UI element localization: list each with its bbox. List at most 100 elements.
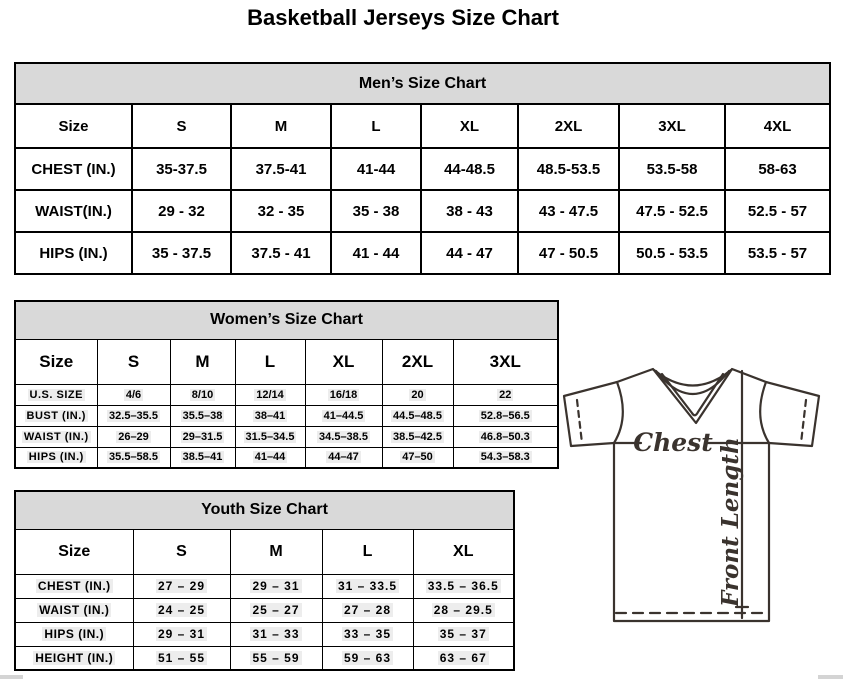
table-row: WAIST (IN.) 26–29 29–31.5 31.5–34.5 34.5–38.…: [14, 425, 559, 448]
table-caption: Women’s Size Chart: [14, 300, 559, 340]
table-cell-text: 53.5 - 57: [747, 244, 808, 262]
table-cell-text: 44 - 47: [446, 244, 493, 262]
table-cell-text: 32 - 35: [257, 202, 305, 220]
jersey-collar-back-line-1: [652, 368, 733, 387]
row-label-text: HIPS (IN.): [39, 244, 108, 262]
table-cell-text: 4/6: [123, 388, 144, 401]
table-row: U.S. SIZE 4/6 8/10 12/14 16/18 20 22: [14, 383, 559, 406]
table-header-row: Size S M L XL 2XL 3XL 4XL: [14, 103, 832, 149]
table-cell-text: 29 – 31: [155, 627, 208, 641]
column-header-text: 2XL: [401, 351, 434, 371]
table-cell: 47–50: [381, 446, 454, 469]
table-cell: 43 - 47.5: [517, 189, 620, 233]
row-label-text: CHEST (IN.): [35, 579, 113, 593]
row-label: HIPS (IN.): [14, 446, 98, 469]
table-cell-text: 50.5 - 53.5: [636, 244, 708, 262]
jersey-sleeve-stitch-left: [575, 398, 584, 445]
table-cell-text: 37.5-41: [255, 160, 307, 178]
table-cell-text: 35.5–38: [180, 409, 225, 422]
table-cell-text: 47–50: [400, 451, 435, 464]
table-cell-text: 37.5 - 41: [251, 244, 311, 262]
column-header-text: L: [371, 117, 381, 135]
table-cell: 51 – 55: [132, 645, 231, 671]
table-cell-text: 38–41: [252, 409, 288, 422]
table-cell: 22: [452, 383, 559, 406]
column-header-text: M: [274, 117, 288, 135]
table-cell: 8/10: [169, 383, 236, 406]
table-cell: 55 – 59: [229, 645, 323, 671]
table-row: HIPS (IN.) 35 - 37.5 37.5 - 41 41 - 44 44 - …: [14, 231, 832, 275]
table-cell-text: 16/18: [327, 388, 360, 401]
column-header: S: [131, 103, 232, 149]
table-cell-text: 26–29: [116, 430, 151, 443]
row-label: WAIST(IN.): [14, 189, 133, 233]
table-cell: 27 – 29: [132, 573, 231, 599]
table-caption-text: Men’s Size Chart: [358, 74, 487, 92]
table-cell-text: 22: [497, 388, 514, 401]
table-header-row: Size S M L XL: [14, 528, 515, 575]
column-header: 3XL: [618, 103, 726, 149]
table-cell-text: 35 – 37: [437, 627, 489, 641]
table-cell: 35 - 37.5: [131, 231, 232, 275]
column-header-text: 3XL: [489, 351, 521, 371]
column-header-text: XL: [453, 542, 474, 560]
table-row: CHEST (IN.) 35-37.5 37.5-41 41-44 44-48.5 48.…: [14, 147, 832, 191]
row-label-text: WAIST (IN.): [37, 603, 112, 617]
table-cell-text: 31 – 33: [250, 627, 302, 641]
table-caption: Men’s Size Chart: [13, 62, 832, 105]
table-cell-text: 54.3–58.3: [478, 451, 532, 464]
row-label: WAIST (IN.): [14, 597, 134, 623]
table-cell: 31 – 33: [229, 621, 323, 647]
jersey-outline: [562, 367, 821, 623]
table-cell: 16/18: [304, 383, 383, 406]
table-cell: 38–41: [234, 404, 306, 427]
table-cell-text: 38.5–41: [180, 451, 225, 464]
table-cell-text: 55 – 59: [250, 650, 302, 665]
row-label: HIPS (IN.): [14, 621, 134, 647]
youth-size-table: Youth Size Chart Size S M L XL CHEST (IN.) 27 –…: [14, 490, 515, 671]
row-label-text: HIPS (IN.): [42, 627, 107, 641]
column-header: XL: [304, 338, 383, 385]
table-cell-text: 31.5–34.5: [243, 430, 297, 443]
row-label: BUST (IN.): [14, 404, 98, 427]
table-cell-text: 58-63: [758, 160, 797, 178]
table-cell: 37.5-41: [230, 147, 332, 191]
jersey-collar-inner-v: [660, 372, 725, 417]
column-header-text: M: [195, 351, 210, 371]
row-label: HIPS (IN.): [14, 231, 133, 275]
column-header: Size: [14, 338, 98, 385]
table-cell-text: 43 - 47.5: [538, 202, 599, 220]
table-cell: 38.5–42.5: [381, 425, 454, 448]
row-label-text: BUST (IN.): [24, 409, 88, 422]
table-cell: 29 - 32: [131, 189, 232, 233]
jersey-sleeve-stitch-right: [799, 398, 808, 445]
womens-size-table: Women’s Size Chart Size S M L XL 2XL 3XL U.S. SI…: [14, 300, 560, 469]
table-cell: 41 - 44: [330, 231, 422, 275]
table-cell: 26–29: [96, 425, 171, 448]
table-cell: 47 - 50.5: [517, 231, 620, 275]
table-cell: 32 - 35: [230, 189, 332, 233]
row-label-text: WAIST(IN.): [35, 202, 112, 220]
table-cell: 33 – 35: [321, 621, 414, 647]
table-cell-text: 41–44: [252, 451, 288, 464]
table-cell: 27 – 28: [321, 597, 414, 623]
table-row: HIPS (IN.) 29 – 31 31 – 33 33 – 35 35 – 37: [14, 621, 515, 647]
column-header-text: S: [176, 542, 187, 560]
table-cell: 31 – 33.5: [321, 573, 414, 599]
table-cell-text: 35-37.5: [156, 160, 207, 178]
table-cell-text: 29 - 32: [158, 202, 205, 220]
row-label: WAIST (IN.): [14, 425, 98, 448]
table-cell: 63 – 67: [412, 645, 515, 671]
column-header: L: [321, 528, 414, 575]
table-cell-text: 33.5 – 36.5: [425, 579, 501, 593]
table-cell-text: 25 – 27: [250, 603, 302, 617]
table-cell: 12/14: [234, 383, 306, 406]
row-label-text: HIPS (IN.): [26, 451, 86, 464]
table-cell: 41–44.5: [304, 404, 383, 427]
table-cell-text: 41–44.5: [321, 409, 366, 422]
table-cell: 41–44: [234, 446, 306, 469]
table-caption-row: Youth Size Chart: [14, 490, 515, 530]
table-cell-text: 24 – 25: [155, 603, 208, 617]
table-cell: 52.5 - 57: [723, 189, 832, 233]
column-header-text: Size: [39, 351, 74, 371]
